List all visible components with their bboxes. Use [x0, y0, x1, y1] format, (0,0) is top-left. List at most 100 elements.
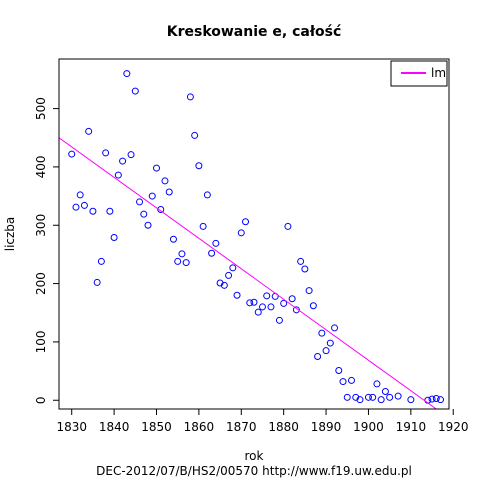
data-point	[220, 281, 228, 289]
y-tick-label: 300	[34, 214, 48, 237]
data-point	[131, 87, 139, 95]
data-point	[339, 378, 347, 386]
data-point	[322, 347, 330, 355]
data-point	[76, 191, 84, 199]
data-point	[356, 396, 364, 404]
data-point	[102, 149, 110, 157]
data-point	[309, 302, 317, 310]
data-point	[153, 164, 160, 172]
data-point	[267, 303, 275, 311]
data-point	[114, 171, 122, 179]
data-point	[381, 388, 389, 395]
data-point	[178, 250, 186, 258]
x-tick-label: 1880	[268, 420, 299, 434]
data-point	[364, 393, 372, 401]
y-tick-label: 100	[34, 330, 48, 353]
data-point	[110, 234, 118, 241]
data-point	[161, 177, 169, 185]
footer-credit: DEC-2012/07/B/HS2/00570 http://www.f19.u…	[96, 464, 412, 478]
data-point	[242, 218, 250, 226]
data-point	[331, 324, 339, 332]
data-point	[93, 278, 101, 286]
data-point	[318, 329, 326, 337]
data-point	[157, 206, 165, 213]
x-tick-label: 1870	[226, 420, 257, 434]
data-point	[199, 222, 207, 230]
y-axis-label: liczba	[3, 217, 17, 252]
data-point	[386, 393, 394, 401]
y-tick-label: 0	[34, 396, 48, 404]
data-point	[258, 303, 266, 311]
data-point	[377, 396, 385, 404]
data-point	[136, 198, 144, 206]
x-tick-label: 1890	[311, 420, 342, 434]
x-axis-label: rok	[245, 449, 264, 463]
legend: lm	[390, 60, 448, 87]
y-axis: 0 100 200 300 400 500	[34, 97, 59, 404]
data-point	[432, 395, 440, 402]
data-point	[343, 393, 351, 401]
data-point	[80, 201, 88, 209]
lm-fit-line	[59, 137, 437, 409]
data-point	[186, 93, 194, 101]
data-point	[305, 287, 313, 295]
data-point	[437, 396, 445, 404]
data-point	[72, 203, 80, 211]
data-point	[233, 291, 241, 299]
data-point	[174, 257, 182, 265]
data-point	[394, 392, 402, 400]
plot-frame	[58, 58, 450, 410]
data-point	[203, 191, 211, 199]
x-tick-label: 1860	[184, 420, 215, 434]
x-tick-label: 1830	[56, 420, 87, 434]
data-point	[314, 353, 322, 360]
data-point	[148, 192, 156, 200]
data-point	[284, 222, 292, 230]
data-point	[237, 229, 245, 237]
data-point	[229, 264, 237, 272]
x-tick-label: 1900	[353, 420, 384, 434]
y-tick-label: 500	[34, 97, 48, 120]
y-tick-label: 400	[34, 155, 48, 178]
data-point	[97, 257, 105, 265]
data-point	[292, 306, 300, 314]
data-point	[127, 151, 135, 159]
data-point	[169, 235, 177, 243]
data-point	[208, 249, 216, 257]
data-point	[301, 265, 309, 273]
data-point	[428, 395, 436, 403]
data-point	[191, 131, 199, 139]
x-tick-label: 1920	[438, 420, 469, 434]
x-tick-label: 1910	[396, 420, 427, 434]
chart-title: Kreskowanie e, całość	[167, 24, 342, 40]
data-point	[144, 221, 152, 229]
data-point	[68, 150, 76, 158]
data-point	[165, 188, 173, 196]
data-point	[212, 239, 220, 247]
data-point	[195, 162, 203, 170]
data-point	[335, 367, 343, 374]
data-point	[369, 393, 377, 401]
data-point	[250, 298, 258, 306]
data-point	[89, 207, 97, 215]
x-axis: 1830 1840 1850 1860 1870 1880 1890 1900 1910 1920	[56, 409, 469, 434]
data-point	[275, 316, 283, 324]
data-point	[119, 157, 127, 165]
data-point	[407, 396, 415, 404]
data-point	[263, 292, 271, 300]
x-tick-label: 1850	[141, 420, 172, 434]
legend-lm-label: lm	[431, 66, 446, 80]
data-point	[288, 295, 296, 303]
data-point	[246, 299, 254, 307]
data-point	[123, 70, 131, 78]
data-point	[254, 308, 262, 316]
data-point	[85, 127, 93, 135]
data-point	[297, 257, 305, 265]
data-point	[326, 339, 334, 347]
data-point	[140, 210, 148, 218]
data-point	[225, 271, 233, 279]
y-tick-label: 200	[34, 272, 48, 295]
data-point	[348, 376, 355, 384]
data-point	[280, 299, 288, 307]
